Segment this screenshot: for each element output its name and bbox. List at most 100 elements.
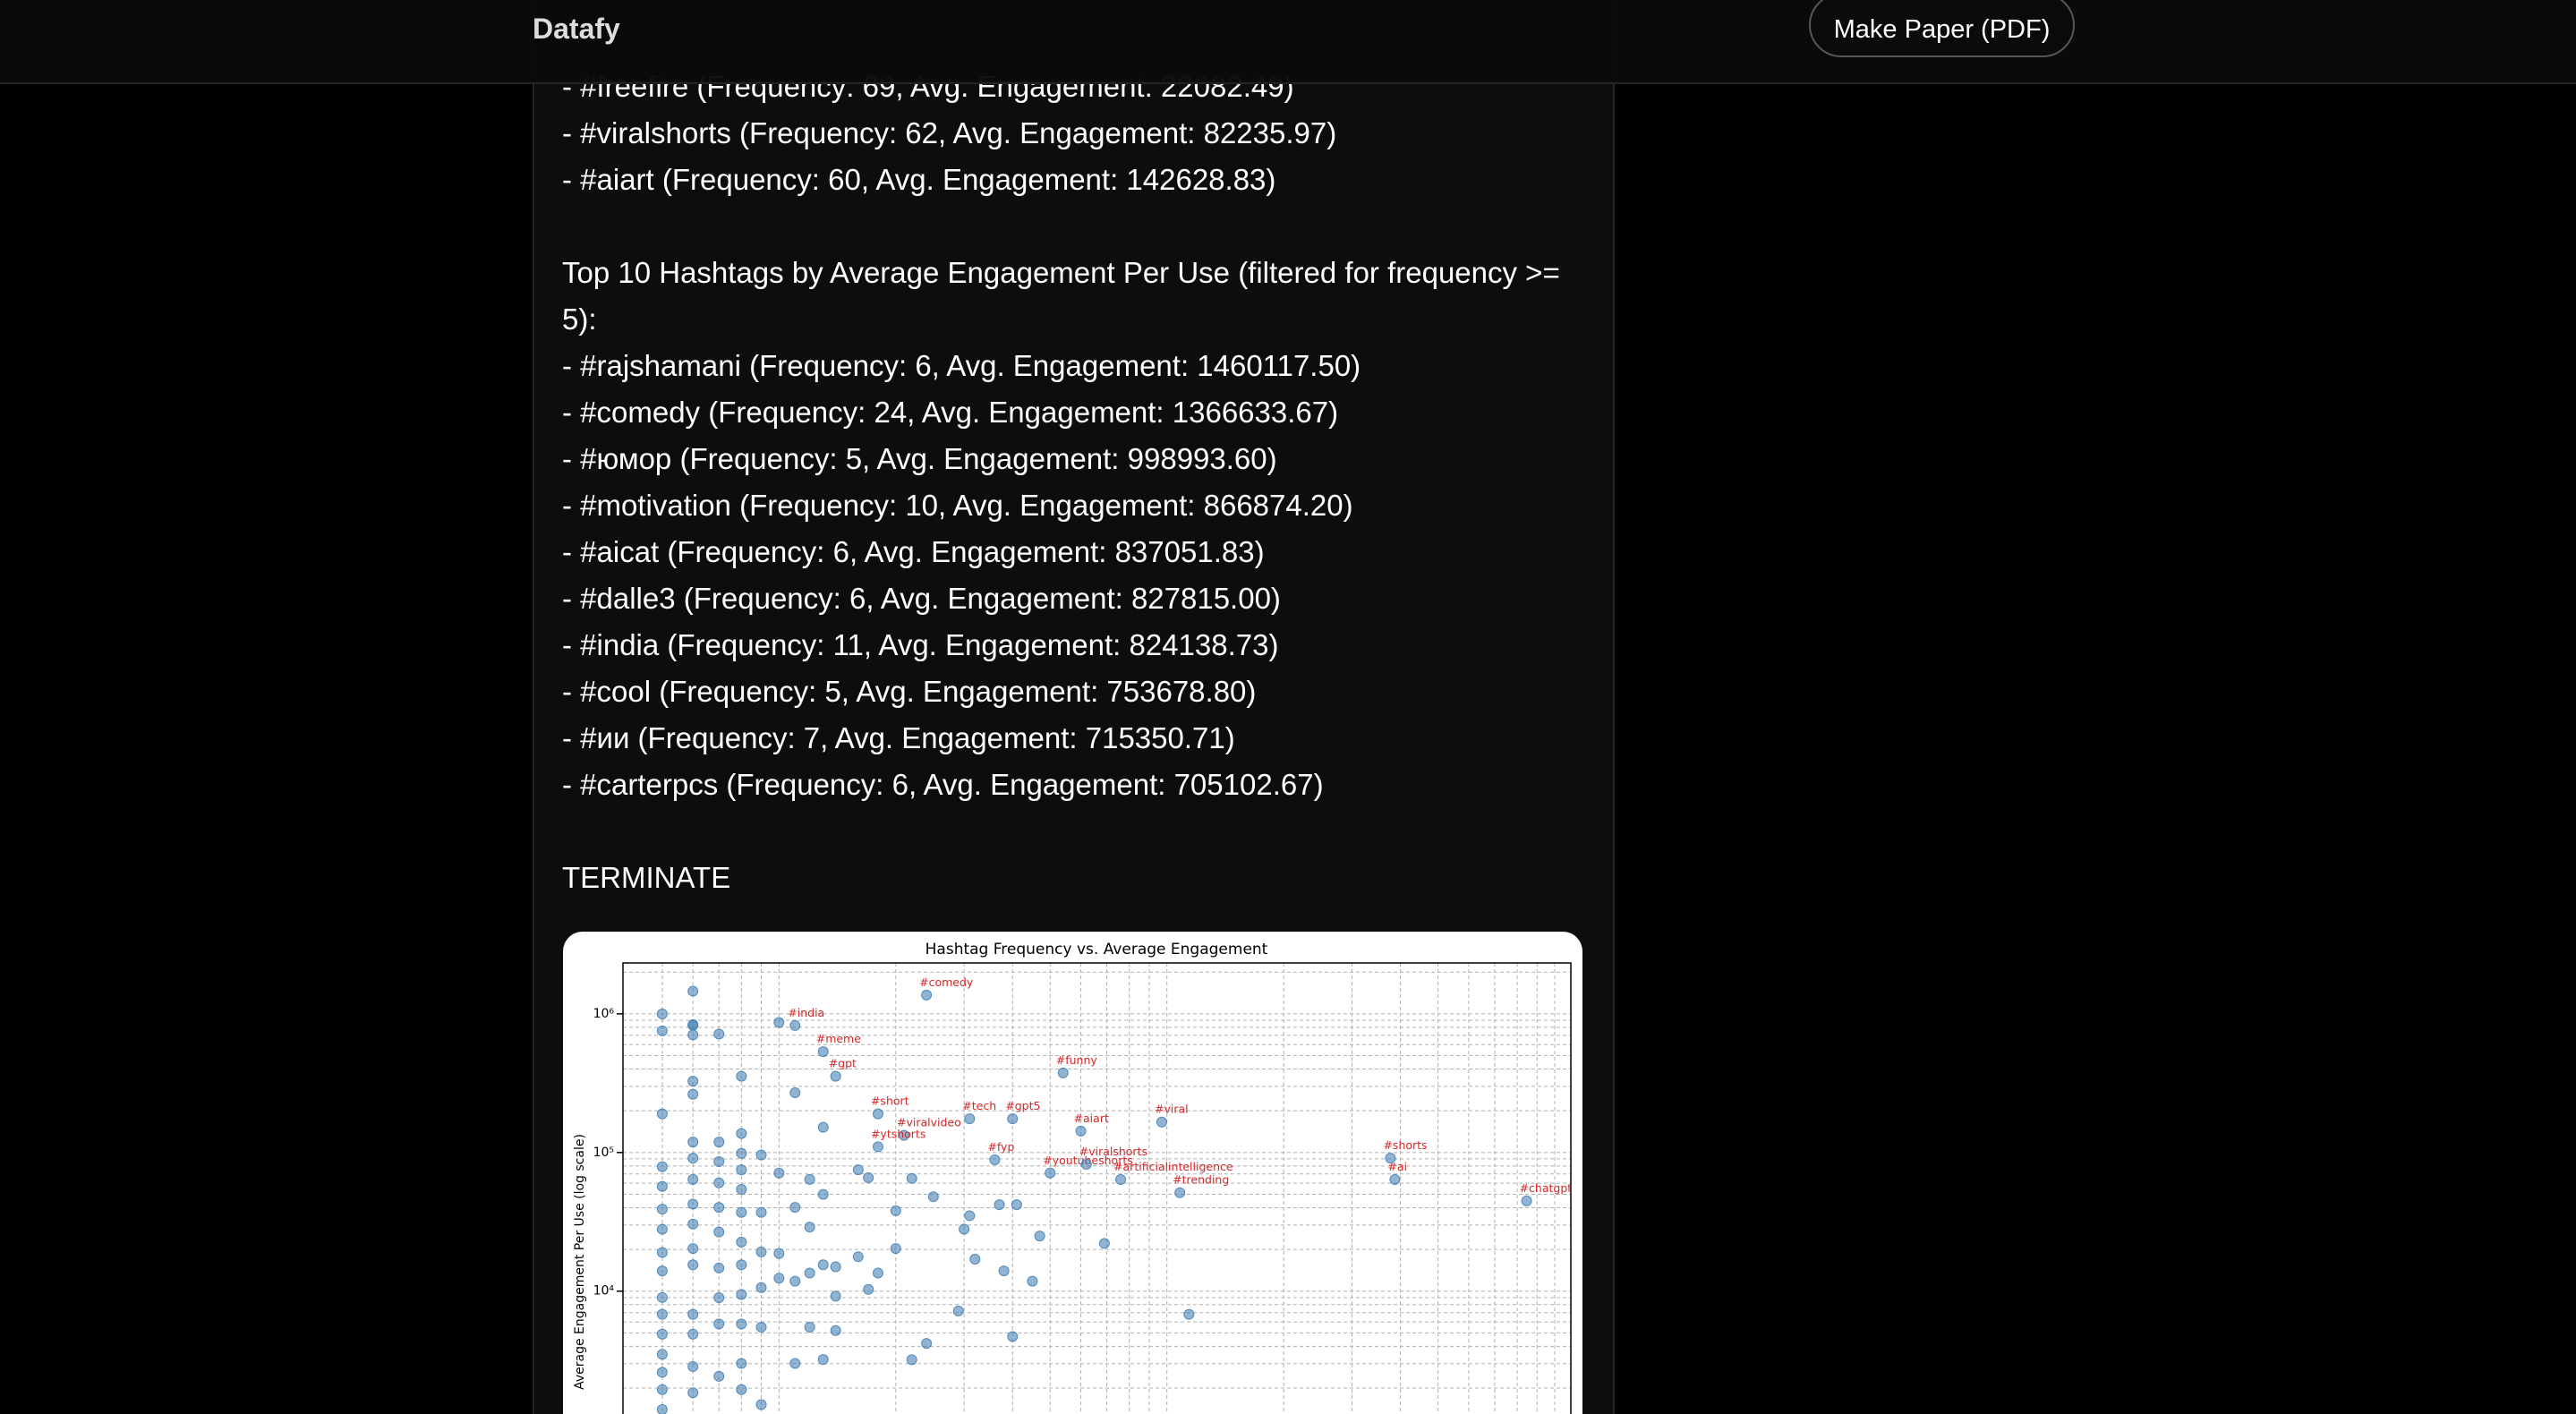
point: [964, 1113, 976, 1125]
point: [687, 1308, 699, 1320]
point: [713, 1226, 725, 1238]
point: [713, 1292, 725, 1304]
point: [755, 1399, 767, 1410]
annotation: #viralvideo: [897, 1116, 961, 1129]
point: [804, 1222, 815, 1233]
annotation: #shorts: [1383, 1138, 1427, 1152]
message-line: - #aiart (Frequency: 60, Avg. Engagement…: [562, 163, 1276, 196]
annotation: #short: [871, 1095, 909, 1108]
point: [927, 1191, 939, 1203]
point: [755, 1282, 767, 1293]
annotation: #chatgpt: [1520, 1181, 1573, 1195]
point: [1057, 1067, 1069, 1078]
point: [998, 1265, 1010, 1277]
point: [1080, 1158, 1092, 1170]
point: [830, 1070, 841, 1082]
point: [687, 1328, 699, 1340]
point: [804, 1321, 815, 1333]
point: [736, 1318, 747, 1330]
point: [755, 1149, 767, 1161]
point: [656, 1204, 668, 1215]
y-tick-label: 10⁵: [593, 1146, 614, 1160]
annotation: #india: [788, 1006, 824, 1019]
point: [656, 1265, 668, 1277]
message-line: - #cool (Frequency: 5, Avg. Engagement: …: [562, 675, 1257, 708]
point: [817, 1354, 829, 1366]
chart: Hashtag Frequency vs. Average Engagement…: [573, 941, 1573, 1414]
point: [773, 1248, 785, 1259]
point: [687, 1019, 699, 1031]
point: [964, 1210, 976, 1222]
point: [921, 989, 933, 1001]
point: [1034, 1231, 1045, 1242]
point: [890, 1205, 901, 1216]
point: [959, 1223, 970, 1235]
point: [713, 1262, 725, 1273]
point: [713, 1028, 725, 1040]
point: [1007, 1113, 1019, 1125]
point: [736, 1164, 747, 1176]
point: [656, 1025, 668, 1036]
y-axis-label: Average Engagement Per Use (log scale): [573, 1134, 587, 1390]
point: [736, 1184, 747, 1196]
point: [736, 1259, 747, 1271]
message-line: - #motivation (Frequency: 10, Avg. Engag…: [562, 489, 1353, 522]
point: [804, 1173, 815, 1185]
y-tick-label: 10⁴: [593, 1284, 615, 1299]
point: [817, 1188, 829, 1200]
point: [687, 1259, 699, 1271]
point: [830, 1290, 841, 1302]
point: [921, 1338, 933, 1350]
point: [687, 1029, 699, 1041]
point: [687, 1218, 699, 1230]
point: [713, 1370, 725, 1382]
point: [687, 1153, 699, 1164]
point: [687, 1387, 699, 1399]
point: [713, 1202, 725, 1214]
point: [656, 1328, 668, 1340]
annotation: #fyp: [987, 1140, 1014, 1154]
point: [789, 1019, 801, 1031]
point: [656, 1247, 668, 1258]
point: [656, 1403, 668, 1414]
point: [852, 1164, 864, 1176]
message-line: - #юмор (Frequency: 5, Avg. Engagement: …: [562, 442, 1277, 475]
brand: Datafy: [533, 13, 620, 45]
annotation: #trending: [1173, 1173, 1229, 1187]
plot-frame: [622, 962, 1572, 1414]
point: [773, 1017, 785, 1028]
point: [755, 1246, 767, 1257]
point: [804, 1267, 815, 1279]
point: [817, 1259, 829, 1271]
message-line: - #rajshamani (Frequency: 6, Avg. Engage…: [562, 349, 1361, 382]
y-tick-label: 10⁶: [593, 1007, 615, 1021]
point: [1007, 1331, 1019, 1342]
point: [713, 1155, 725, 1167]
point: [687, 1198, 699, 1210]
make-paper-button[interactable]: Make Paper (PDF): [1809, 0, 2075, 57]
point: [656, 1180, 668, 1192]
point: [1115, 1174, 1127, 1186]
point: [687, 1076, 699, 1087]
point: [789, 1086, 801, 1098]
message-line: TERMINATE: [562, 861, 731, 894]
point: [656, 1367, 668, 1378]
point: [994, 1199, 1005, 1211]
point: [736, 1128, 747, 1139]
annotation: #ytshorts: [871, 1127, 925, 1140]
point: [736, 1070, 747, 1082]
point: [656, 1161, 668, 1172]
message-line: - #india (Frequency: 11, Avg. Engagement…: [562, 628, 1279, 661]
point: [656, 1349, 668, 1360]
chart-title: Hashtag Frequency vs. Average Engagement: [925, 941, 1268, 958]
point: [872, 1141, 883, 1153]
point: [789, 1202, 801, 1214]
point: [687, 1088, 699, 1100]
message-line: - #comedy (Frequency: 24, Avg. Engagemen…: [562, 396, 1339, 429]
point: [656, 1384, 668, 1395]
point: [1027, 1275, 1038, 1287]
point: [736, 1289, 747, 1300]
annotation: #comedy: [919, 975, 974, 989]
point: [898, 1129, 909, 1141]
point: [656, 1108, 668, 1120]
